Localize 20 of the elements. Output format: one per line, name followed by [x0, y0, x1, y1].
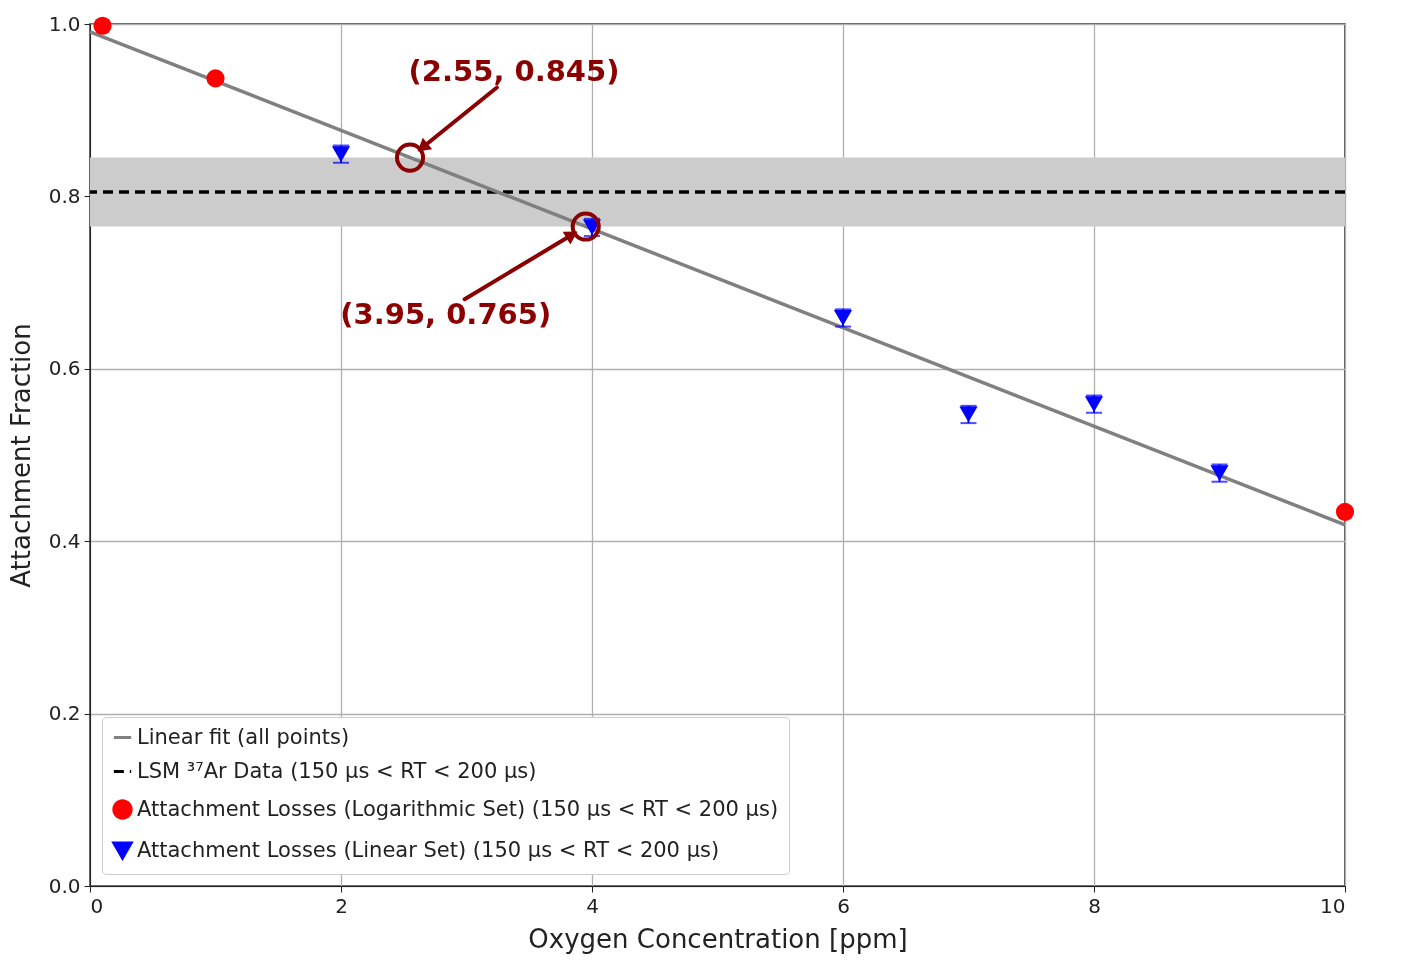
x-axis-title: Oxygen Concentration [ppm]: [528, 923, 908, 954]
x-tick-label: 4: [586, 893, 599, 918]
y-tick-label: 1.0: [48, 11, 81, 36]
y-tick-label: 0.2: [48, 701, 81, 726]
y-tick-label: 0.0: [48, 873, 81, 898]
x-tick-label: 10: [1320, 893, 1346, 918]
x-tick-label: 8: [1088, 893, 1101, 918]
legend-label: LSM ³⁷Ar Data (150 µs < RT < 200 µs): [137, 758, 537, 783]
x-tick-label: 0: [90, 893, 104, 918]
legend-label: Attachment Losses (Linear Set) (150 µs < RT < 200 µs): [137, 837, 720, 862]
x-tick-label: 2: [335, 893, 348, 918]
legend-label: Linear fit (all points): [137, 724, 350, 749]
y-axis-title: Attachment Fraction: [5, 323, 36, 588]
annotation: (2.55, 0.845): [408, 53, 620, 88]
y-tick-label: 0.4: [48, 528, 81, 553]
x-tick-label: 6: [837, 893, 850, 918]
y-tick-label: 0.8: [48, 183, 81, 208]
y-tick-label: 0.6: [48, 356, 81, 381]
legend-label: Attachment Losses (Logarithmic Set) (150 µs < RT < 200 µs): [137, 796, 779, 821]
annotation: (3.95, 0.765): [340, 296, 552, 331]
